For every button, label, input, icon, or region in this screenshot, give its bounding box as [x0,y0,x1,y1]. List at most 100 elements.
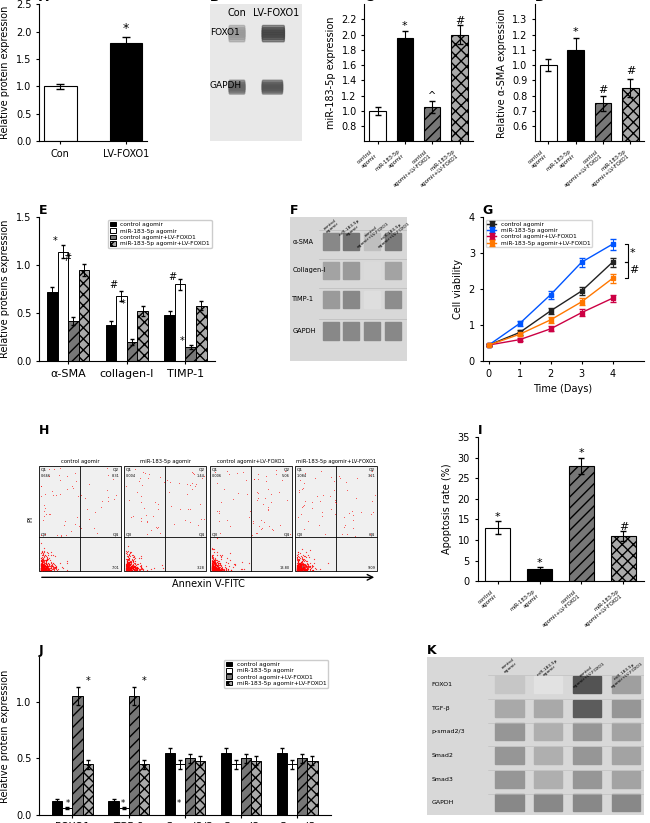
Y-axis label: Apoptosis rate (%): Apoptosis rate (%) [442,464,452,555]
FancyBboxPatch shape [229,80,245,86]
Point [122,562,132,575]
Point [76,488,86,501]
Bar [44,86,77,142]
Point [36,560,46,573]
Point [121,558,131,571]
Point [36,563,46,576]
Point [347,504,358,518]
Point [297,557,307,570]
Point [43,564,53,577]
Point [207,560,217,573]
Point [84,512,94,525]
Point [300,558,311,571]
Point [121,563,131,576]
Point [39,559,49,572]
Point [36,554,46,567]
Point [292,560,303,574]
Point [38,564,49,577]
Point [296,564,306,577]
Point [300,560,311,573]
Point [133,560,143,574]
Text: Con: Con [228,8,247,18]
Point [122,556,132,569]
Bar [534,676,562,693]
Point [216,558,226,571]
Point [209,560,219,573]
Point [122,563,133,576]
FancyBboxPatch shape [229,28,245,35]
Point [37,563,47,576]
Point [129,562,139,575]
Point [209,556,220,569]
Point [292,557,303,570]
Point [213,563,223,576]
Point [40,560,51,574]
Point [46,561,56,574]
Point [39,560,49,573]
Point [292,560,302,573]
Point [127,563,138,576]
Point [155,526,165,539]
Point [224,467,234,481]
Point [210,465,220,478]
Point [210,563,220,576]
Point [292,563,303,576]
Point [40,561,50,574]
Point [208,557,218,570]
Point [45,560,55,573]
Point [252,493,263,506]
Point [297,564,307,577]
Point [38,562,49,575]
Point [248,472,259,486]
Point [295,551,306,564]
Point [125,562,136,575]
Text: Q2: Q2 [198,467,205,472]
Point [292,556,303,569]
Point [207,563,218,576]
Point [214,560,224,574]
Point [210,556,220,570]
Point [209,561,220,574]
Point [292,562,302,575]
Point [124,561,134,574]
Point [209,562,220,575]
Point [52,564,62,577]
Point [49,563,59,576]
Point [122,560,133,574]
Point [294,473,305,486]
Point [37,563,47,576]
Point [342,528,352,541]
Point [37,560,47,574]
Point [38,561,48,574]
Point [40,557,51,570]
Point [208,563,218,576]
Point [209,560,219,574]
Point [210,558,220,571]
Point [293,562,304,575]
Point [208,563,218,576]
Point [59,518,70,532]
Bar [307,760,318,815]
Point [122,564,132,577]
Point [122,560,133,573]
Point [209,563,219,576]
Point [236,563,246,576]
Point [131,562,141,575]
Point [295,546,306,560]
Point [127,549,137,562]
Point [207,562,218,575]
Text: #: # [455,16,464,26]
Point [340,518,350,532]
Point [127,564,138,577]
Point [211,561,221,574]
Point [207,556,217,569]
Point [213,561,223,574]
Point [37,564,47,577]
Point [244,504,255,518]
Point [40,501,50,514]
Point [125,563,135,576]
Point [136,495,146,508]
Point [294,562,304,575]
Point [294,556,305,570]
Point [43,563,53,576]
